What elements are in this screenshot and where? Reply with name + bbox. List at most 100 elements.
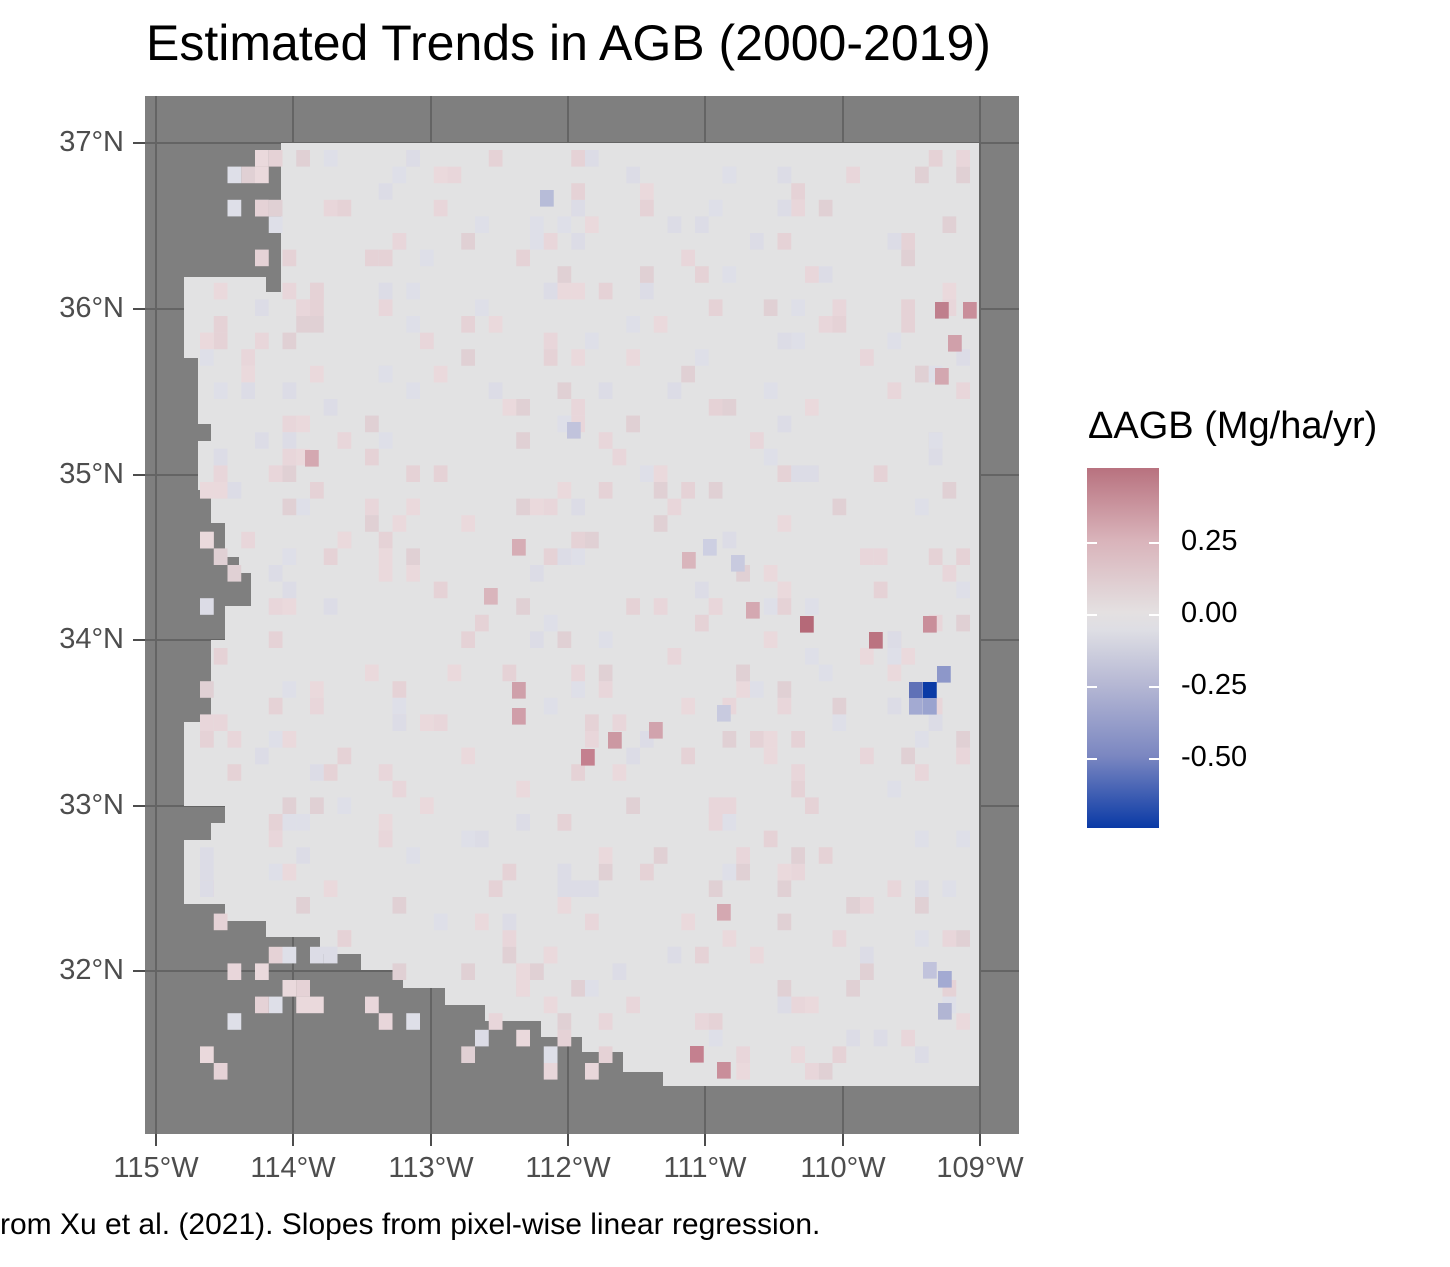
trend-pixel xyxy=(791,199,805,217)
trend-pixel xyxy=(227,482,242,499)
trend-pixel xyxy=(337,199,352,217)
trend-pixel xyxy=(268,465,283,482)
trend-pixel xyxy=(948,335,962,352)
trend-pixel xyxy=(956,731,970,748)
trend-pixel xyxy=(746,602,760,619)
trend-pixel xyxy=(392,963,407,980)
trend-pixel xyxy=(282,249,297,267)
trend-pixel xyxy=(420,797,434,814)
trend-pixel xyxy=(777,697,792,715)
trend-pixel xyxy=(708,299,723,316)
trend-pixel xyxy=(956,150,970,167)
trend-pixel xyxy=(255,150,269,167)
trend-pixel xyxy=(832,299,847,316)
trend-pixel xyxy=(598,664,613,682)
trend-pixel xyxy=(502,913,517,931)
trend-pixel xyxy=(323,946,338,964)
trend-pixel xyxy=(640,282,654,300)
trend-pixel xyxy=(585,531,599,549)
trend-pixel xyxy=(378,764,393,781)
trend-pixel xyxy=(420,249,434,267)
legend-tick-left xyxy=(1087,542,1097,544)
trend-pixel xyxy=(200,863,214,881)
trend-pixel xyxy=(956,382,970,399)
trend-pixel xyxy=(777,913,792,931)
trend-pixel xyxy=(337,432,352,449)
trend-pixel xyxy=(378,365,393,383)
trend-pixel xyxy=(200,847,214,864)
trend-pixel xyxy=(213,482,228,499)
trend-pixel xyxy=(653,316,668,333)
trend-pixel xyxy=(791,1046,805,1063)
trend-pixel xyxy=(406,498,420,516)
trend-pixel xyxy=(571,349,585,366)
trend-pixel xyxy=(667,946,682,964)
trend-pixel xyxy=(296,316,310,333)
trend-pixel xyxy=(777,581,792,599)
trend-pixel xyxy=(805,266,819,283)
trend-pixel xyxy=(310,482,324,499)
trend-pixel xyxy=(378,1013,393,1030)
trend-pixel xyxy=(268,814,283,831)
legend-tick-left xyxy=(1087,614,1097,616)
trend-pixel xyxy=(585,731,599,748)
trend-pixel xyxy=(626,598,640,615)
trend-pixel xyxy=(378,830,393,848)
trend-pixel xyxy=(488,880,503,897)
trend-pixel xyxy=(708,814,723,831)
trend-pixel xyxy=(571,183,585,200)
trend-pixel xyxy=(777,996,792,1014)
trend-pixel xyxy=(887,880,902,897)
trend-pixel xyxy=(846,166,860,184)
trend-pixel xyxy=(901,249,915,267)
trend-pixel xyxy=(420,332,434,350)
trend-pixel xyxy=(708,880,723,897)
trend-pixel xyxy=(887,697,902,715)
trend-pixel xyxy=(268,697,283,715)
trend-pixel xyxy=(268,565,283,582)
trend-pixel xyxy=(846,980,860,997)
trend-pixel xyxy=(268,996,283,1014)
trend-pixel xyxy=(282,332,297,350)
trend-pixel xyxy=(598,631,613,648)
trend-pixel xyxy=(717,1062,731,1079)
trend-pixel xyxy=(543,282,558,300)
trend-pixel xyxy=(928,548,943,565)
trend-pixel xyxy=(791,764,805,781)
trend-pixel xyxy=(571,282,585,300)
trend-pixel xyxy=(200,681,214,698)
trend-pixel xyxy=(777,980,792,997)
trend-pixel xyxy=(942,282,957,300)
trend-pixel xyxy=(282,465,297,482)
trend-pixel xyxy=(690,1046,704,1063)
trend-pixel xyxy=(942,216,957,233)
trend-pixel xyxy=(543,614,558,632)
trend-pixel xyxy=(695,349,709,366)
trend-pixel xyxy=(909,698,923,715)
trend-pixel xyxy=(516,814,530,831)
trend-pixel xyxy=(392,166,407,184)
trend-pixel xyxy=(571,764,585,781)
trend-pixel xyxy=(681,913,695,931)
trend-pixel xyxy=(516,963,530,980)
trend-pixel xyxy=(928,448,943,466)
trend-pixel xyxy=(612,448,627,466)
trend-pixel xyxy=(530,498,544,516)
trend-pixel xyxy=(585,913,599,931)
trend-pixel xyxy=(915,880,929,897)
trend-pixel xyxy=(392,897,407,914)
trend-pixel xyxy=(282,581,297,599)
trend-pixel xyxy=(640,199,654,217)
trend-pixel xyxy=(543,548,558,565)
trend-pixel xyxy=(392,515,407,532)
trend-pixel xyxy=(213,332,228,350)
trend-pixel xyxy=(310,996,324,1014)
trend-pixel xyxy=(227,764,242,781)
trend-pixel xyxy=(653,847,668,864)
trend-pixel xyxy=(461,515,475,532)
trend-pixel xyxy=(200,482,214,499)
trend-pixel xyxy=(640,266,654,283)
legend-tick-right xyxy=(1149,686,1159,688)
trend-pixel xyxy=(626,316,640,333)
